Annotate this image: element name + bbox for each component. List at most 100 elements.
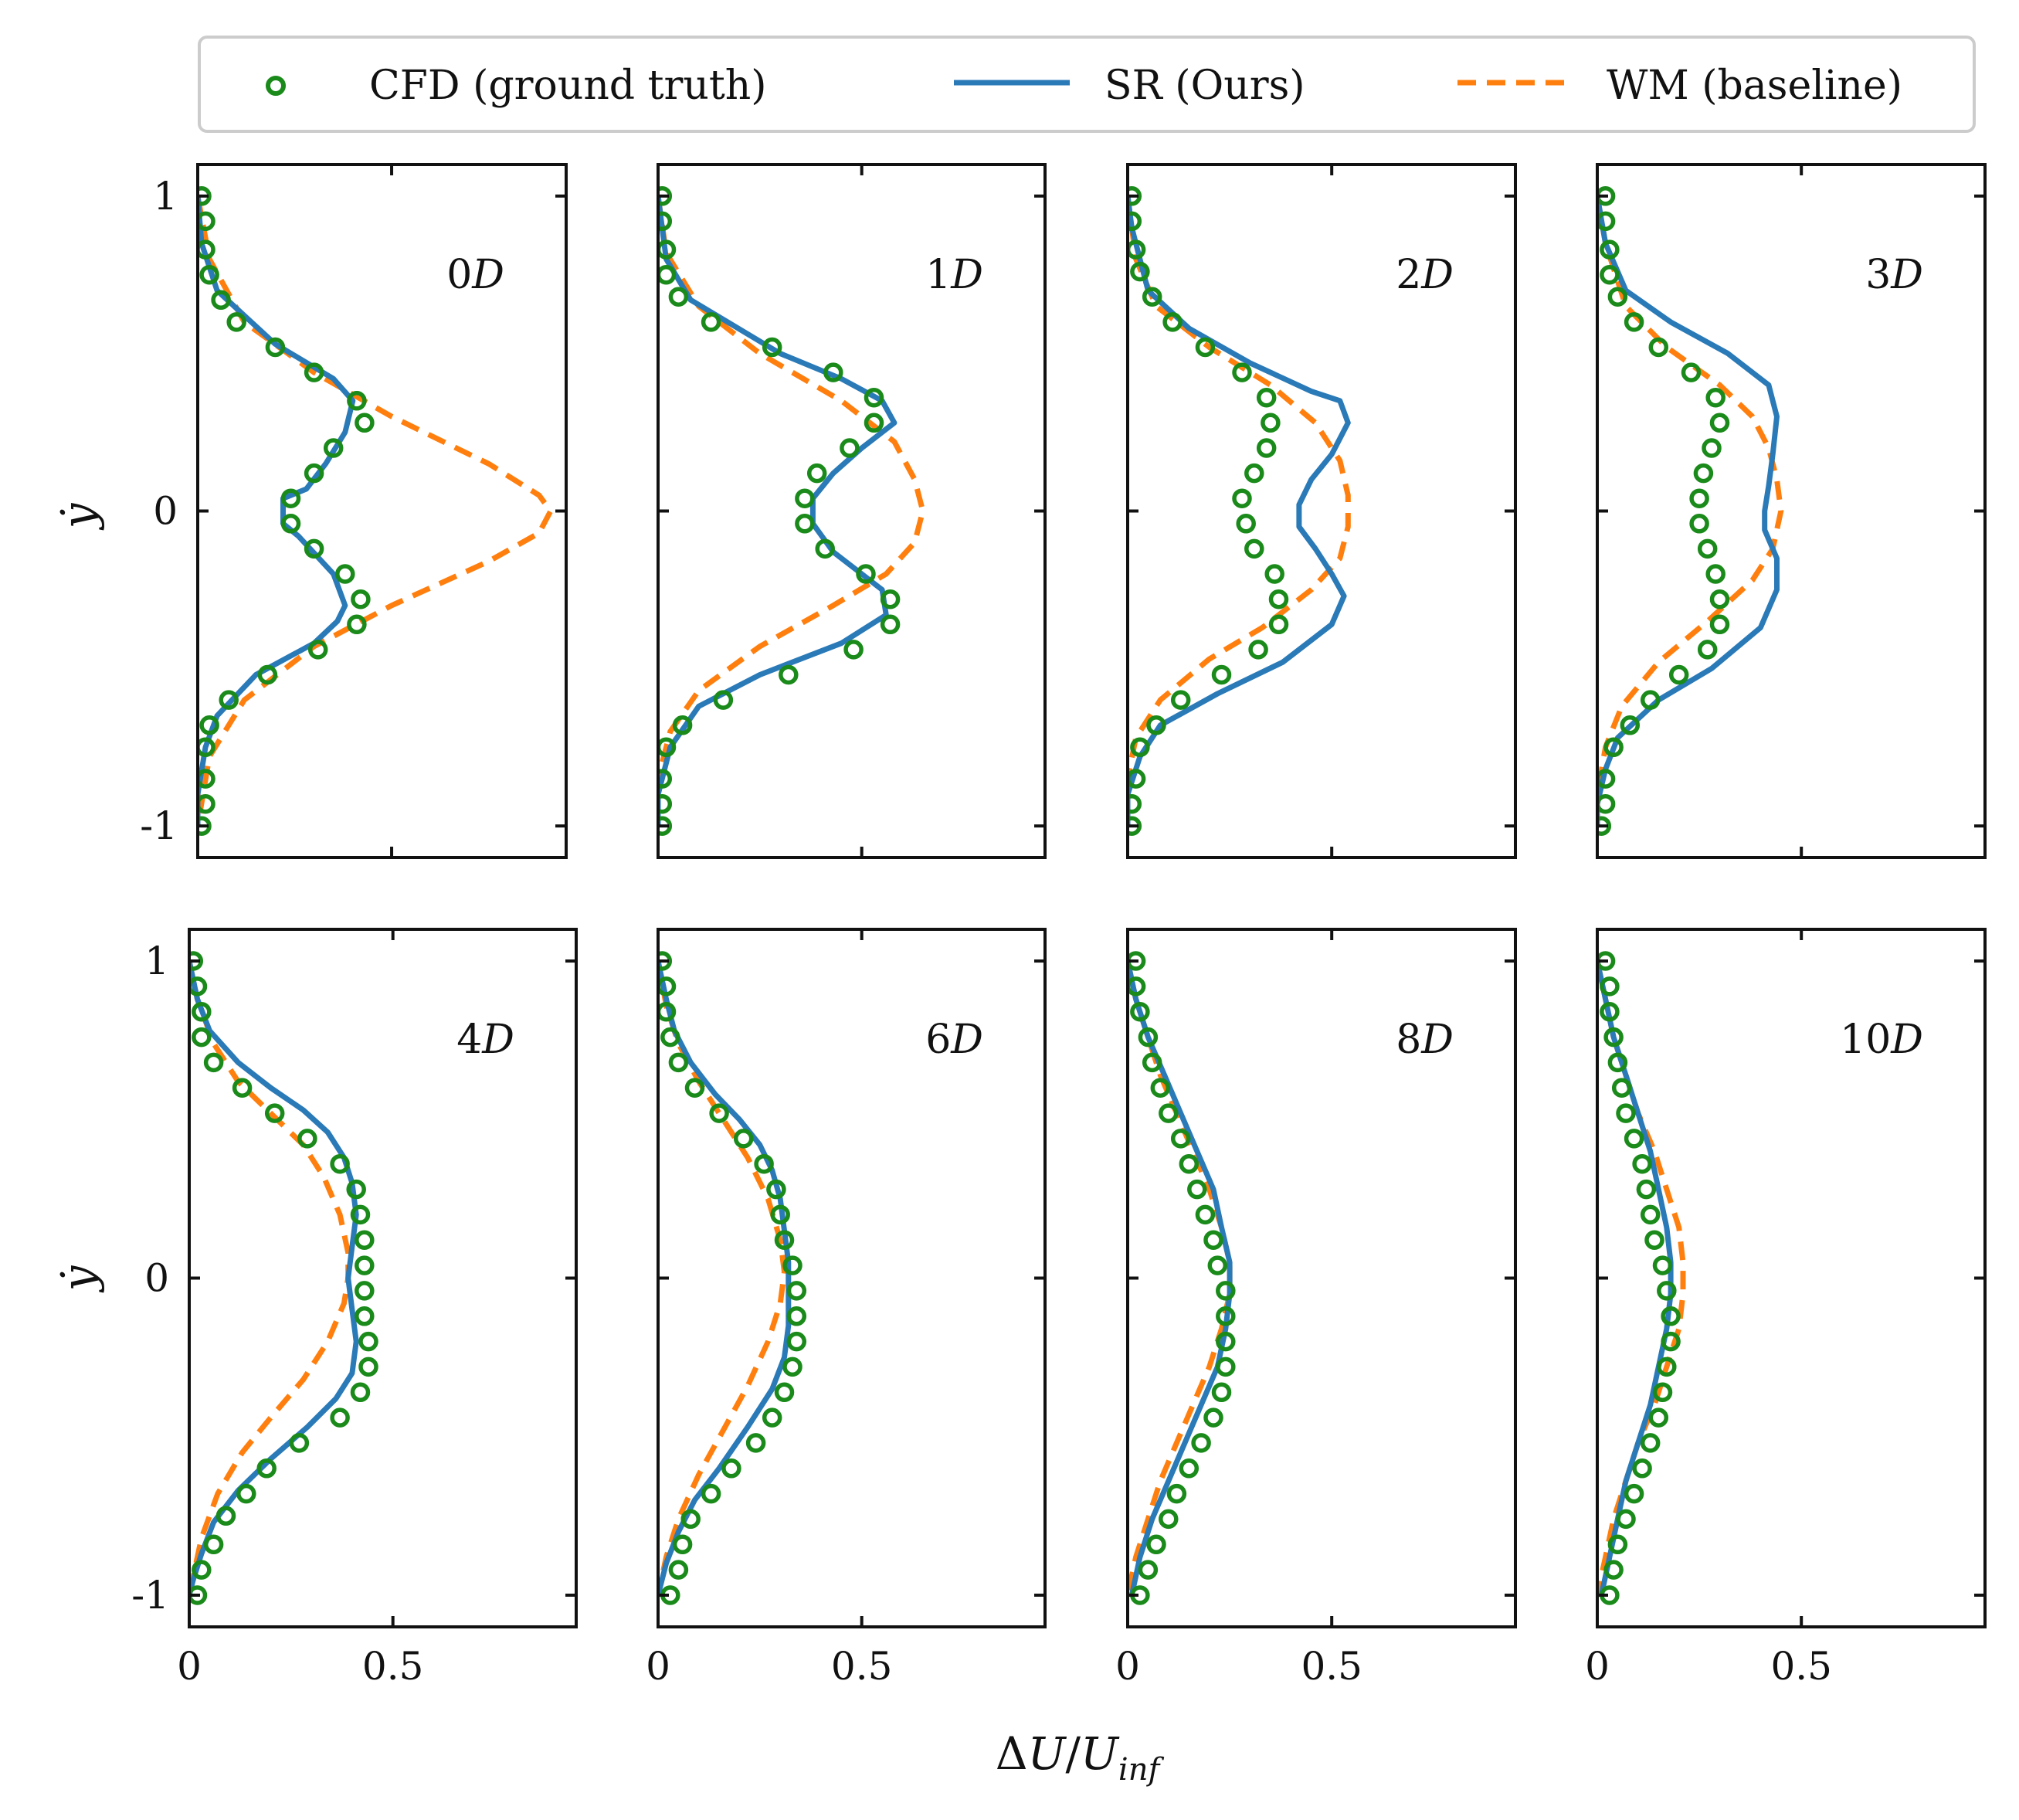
cfd-point bbox=[1661, 1306, 1681, 1326]
cfd-point bbox=[1216, 1306, 1236, 1326]
panel-label: 0D bbox=[446, 252, 504, 298]
legend-cfd-label: CFD (ground truth) bbox=[369, 63, 767, 109]
cfd-point bbox=[1232, 488, 1252, 508]
cfd-point bbox=[1689, 488, 1709, 508]
cfd-point bbox=[1128, 793, 1142, 814]
cfd-point bbox=[1607, 1052, 1628, 1073]
cfd-point bbox=[1146, 1534, 1166, 1555]
cfd-point bbox=[766, 1179, 786, 1200]
x-axis-title: ΔU/Uinf bbox=[996, 1727, 1165, 1788]
cfd-point bbox=[1705, 564, 1725, 584]
cfd-point bbox=[1697, 538, 1718, 559]
cfd-point bbox=[1624, 1483, 1644, 1504]
legend: CFD (ground truth) SR (Ours) WM (baselin… bbox=[198, 36, 1976, 133]
cfd-point bbox=[1607, 1534, 1628, 1555]
cfd-point bbox=[864, 387, 884, 408]
x-tick-label: 0 bbox=[1115, 1644, 1140, 1689]
cfd-point bbox=[1203, 1407, 1223, 1428]
plot-area bbox=[189, 951, 378, 1605]
cfd-point bbox=[297, 1129, 317, 1149]
cfd-point bbox=[192, 1560, 212, 1580]
cfd-point bbox=[198, 769, 215, 789]
plot-area bbox=[198, 186, 554, 836]
cfd-point bbox=[198, 793, 215, 814]
cfd-point bbox=[1244, 463, 1264, 484]
cfd-point bbox=[1644, 1230, 1664, 1250]
cfd-point bbox=[1170, 1129, 1191, 1149]
cfd-point bbox=[1268, 614, 1289, 635]
axes-frame bbox=[657, 163, 1047, 859]
y-tick-label: 0 bbox=[144, 1256, 169, 1301]
y-axis-title-bottom: ẏ bbox=[53, 1265, 105, 1293]
panel-label: 10D bbox=[1840, 1017, 1923, 1063]
cfd-point bbox=[1603, 1027, 1624, 1048]
cfd-point bbox=[265, 337, 286, 358]
plot-area bbox=[658, 186, 926, 836]
cfd-point bbox=[658, 951, 673, 971]
cfd-point bbox=[1128, 186, 1142, 206]
cfd-point bbox=[709, 1103, 729, 1123]
y-tick-label: 1 bbox=[153, 174, 178, 219]
cfd-point bbox=[701, 1483, 721, 1504]
sr-series-line bbox=[1128, 960, 1233, 1596]
y-axis-title-top: ẏ bbox=[53, 502, 105, 531]
y-tick-label: -1 bbox=[131, 1573, 169, 1618]
cfd-point bbox=[762, 1407, 782, 1428]
cfd-point bbox=[1187, 1179, 1207, 1200]
cfd-point bbox=[330, 1153, 350, 1174]
x-tick-label: 0.5 bbox=[1301, 1644, 1362, 1689]
cfd-point bbox=[1268, 589, 1289, 609]
cfd-point bbox=[1179, 1458, 1200, 1479]
cfd-point bbox=[840, 438, 860, 458]
axes-frame bbox=[1596, 163, 1987, 859]
cfd-point bbox=[658, 816, 673, 836]
cfd-point bbox=[346, 1179, 366, 1200]
cfd-point bbox=[762, 337, 782, 358]
cfd-point bbox=[1600, 264, 1620, 285]
cfd-point bbox=[1648, 1407, 1669, 1428]
panel-10d: 0 0.5 10D bbox=[1585, 928, 1987, 1689]
cfd-point bbox=[1657, 1281, 1677, 1301]
sr-series-line bbox=[658, 195, 898, 827]
cfd-point bbox=[815, 538, 835, 559]
y-tick-label: 1 bbox=[144, 939, 169, 983]
x-tick-label: 0.5 bbox=[1770, 1644, 1832, 1689]
cfd-point bbox=[1191, 1433, 1211, 1453]
panel-label: 1D bbox=[925, 252, 983, 298]
legend-sr-label: SR (Ours) bbox=[1105, 63, 1305, 109]
cfd-point bbox=[774, 1230, 795, 1250]
cfd-point bbox=[658, 793, 673, 814]
cfd-point bbox=[1632, 1458, 1652, 1479]
cfd-point bbox=[192, 1001, 212, 1022]
plot-area bbox=[1128, 186, 1351, 836]
cfd-point bbox=[1130, 261, 1150, 282]
cfd-point bbox=[770, 1204, 790, 1225]
cfd-point bbox=[355, 1281, 375, 1301]
cfd-point bbox=[733, 1129, 754, 1149]
y-tick-label: 0 bbox=[153, 489, 178, 534]
y-axis-title-top-text: ẏ bbox=[53, 502, 105, 531]
cfd-point bbox=[1648, 337, 1669, 358]
x-tick-label: 0 bbox=[646, 1644, 670, 1689]
wm-series-line bbox=[658, 195, 926, 827]
legend-cfd-marker bbox=[266, 76, 286, 96]
cfd-point bbox=[355, 413, 375, 433]
cfd-point bbox=[1138, 1027, 1159, 1048]
cfd-point bbox=[880, 589, 901, 609]
cfd-point bbox=[1709, 614, 1730, 635]
cfd-point bbox=[786, 1281, 807, 1301]
cfd-point bbox=[1142, 1052, 1162, 1073]
cfd-point bbox=[1150, 1078, 1171, 1098]
cfd-point bbox=[1620, 715, 1641, 735]
cfd-point bbox=[1236, 514, 1256, 534]
cfd-point bbox=[1195, 1204, 1216, 1225]
cfd-point bbox=[1681, 362, 1702, 382]
cfd-point bbox=[232, 1078, 253, 1098]
plot-area bbox=[658, 951, 807, 1605]
cfd-point bbox=[1600, 1001, 1620, 1022]
cfd-point bbox=[668, 287, 689, 307]
cfd-point bbox=[1636, 1179, 1657, 1200]
cfd-point bbox=[1600, 976, 1620, 997]
cfd-point bbox=[658, 769, 673, 789]
